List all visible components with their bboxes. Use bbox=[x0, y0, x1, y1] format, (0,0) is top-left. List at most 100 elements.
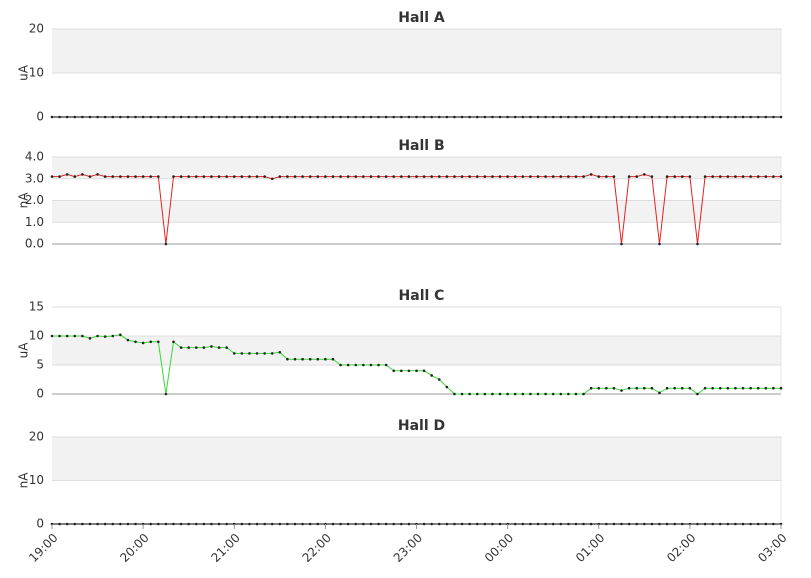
data-point bbox=[718, 115, 722, 119]
data-point bbox=[255, 115, 259, 119]
data-point bbox=[96, 173, 99, 176]
y-tick-label: 0 bbox=[36, 387, 44, 401]
band bbox=[52, 307, 781, 336]
y-tick-label: 10 bbox=[29, 66, 44, 80]
data-point bbox=[324, 115, 327, 119]
data-point bbox=[179, 115, 183, 119]
x-tick-label: 20:00 bbox=[117, 531, 151, 565]
data-point bbox=[658, 115, 661, 119]
data-point bbox=[643, 115, 646, 119]
data-point bbox=[696, 115, 699, 119]
x-tick-label: 23:00 bbox=[391, 531, 425, 565]
data-point bbox=[293, 357, 297, 361]
panel: Hall C uA 0 5 10 15 bbox=[17, 288, 783, 401]
data-point bbox=[103, 335, 107, 338]
data-point bbox=[544, 115, 547, 119]
data-point bbox=[81, 334, 84, 338]
data-point bbox=[756, 115, 760, 119]
data-point bbox=[779, 386, 783, 390]
data-point bbox=[96, 522, 99, 526]
data-point bbox=[248, 522, 251, 526]
data-point bbox=[437, 522, 441, 526]
data-point bbox=[475, 115, 479, 119]
data-point bbox=[734, 386, 737, 390]
data-point bbox=[513, 522, 517, 526]
data-point bbox=[339, 522, 342, 526]
data-point bbox=[225, 175, 228, 178]
x-tick-label: 19:00 bbox=[26, 531, 60, 565]
data-point bbox=[635, 386, 639, 390]
data-point bbox=[460, 522, 464, 526]
data-point bbox=[346, 363, 350, 367]
data-point bbox=[65, 522, 69, 526]
data-point bbox=[627, 522, 631, 526]
data-point bbox=[718, 522, 722, 526]
data-point bbox=[620, 389, 623, 392]
data-point bbox=[696, 522, 699, 526]
data-point bbox=[680, 386, 684, 390]
data-point bbox=[194, 346, 198, 349]
data-point bbox=[111, 115, 115, 119]
data-point bbox=[179, 522, 183, 526]
data-point bbox=[650, 522, 654, 526]
data-point bbox=[293, 115, 297, 119]
data-point bbox=[377, 175, 380, 178]
data-point bbox=[582, 392, 585, 396]
data-point bbox=[331, 522, 335, 526]
data-point bbox=[726, 386, 730, 390]
data-point bbox=[126, 338, 130, 342]
data-point bbox=[339, 115, 342, 119]
data-point bbox=[483, 392, 487, 396]
data-point bbox=[559, 175, 563, 178]
data-point bbox=[126, 175, 130, 178]
data-point bbox=[149, 340, 153, 344]
y-axis-label: nA bbox=[17, 472, 31, 489]
data-point bbox=[210, 175, 213, 178]
data-point bbox=[437, 378, 441, 381]
data-point bbox=[445, 175, 449, 178]
data-point bbox=[134, 175, 137, 178]
data-point bbox=[65, 115, 69, 119]
data-point bbox=[286, 522, 289, 526]
data-point bbox=[407, 369, 411, 373]
data-point bbox=[597, 115, 601, 119]
data-point bbox=[263, 115, 266, 119]
y-tick-label: 15 bbox=[29, 300, 44, 314]
data-point bbox=[164, 115, 168, 119]
data-point bbox=[96, 334, 99, 338]
data-point bbox=[430, 522, 433, 526]
data-point bbox=[445, 522, 449, 526]
data-point bbox=[453, 522, 456, 526]
data-point bbox=[111, 334, 115, 338]
data-point bbox=[559, 392, 563, 396]
data-point bbox=[339, 175, 342, 178]
data-point bbox=[263, 352, 266, 355]
data-point bbox=[157, 175, 160, 178]
data-point bbox=[521, 522, 525, 526]
data-point bbox=[650, 175, 654, 178]
data-point bbox=[149, 115, 153, 119]
data-point bbox=[384, 363, 388, 367]
data-point bbox=[225, 346, 228, 349]
data-point bbox=[764, 115, 768, 119]
data-point bbox=[240, 115, 244, 119]
data-point bbox=[779, 115, 783, 119]
data-point bbox=[627, 175, 631, 178]
data-point bbox=[643, 522, 646, 526]
y-axis-label: uA bbox=[17, 342, 31, 359]
data-point bbox=[658, 522, 661, 526]
data-point bbox=[665, 175, 669, 178]
data-point bbox=[210, 522, 213, 526]
data-point bbox=[164, 392, 168, 396]
data-point bbox=[407, 175, 411, 178]
data-point bbox=[764, 386, 768, 390]
data-point bbox=[696, 242, 699, 246]
data-point bbox=[217, 522, 221, 526]
data-point bbox=[741, 115, 745, 119]
data-point bbox=[263, 175, 266, 178]
data-point bbox=[111, 522, 115, 526]
data-point bbox=[635, 175, 639, 178]
data-point bbox=[567, 392, 570, 396]
data-point bbox=[491, 392, 494, 396]
